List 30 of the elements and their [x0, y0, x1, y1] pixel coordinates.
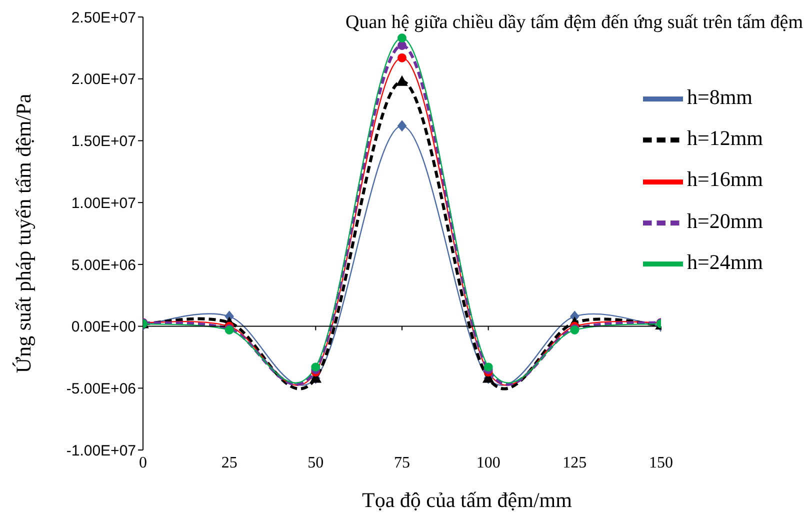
point [311, 362, 320, 372]
y-tick-label: 2.00E+07 [71, 71, 136, 88]
point [396, 76, 408, 86]
x-tick-label: 125 [562, 454, 587, 472]
legend-label: h=16mm [686, 167, 763, 192]
x-tick-label: 75 [394, 454, 410, 472]
y-tick-label: 5.00E+06 [71, 256, 136, 274]
legend-label: h=8mm [686, 85, 752, 109]
x-tick-label: 100 [476, 454, 500, 472]
x-tick-label: 0 [139, 454, 147, 472]
point [484, 362, 493, 372]
y-axis-title: Ứng suất pháp tuyến tấm đệm/Pa [11, 93, 36, 374]
y-tick-label: 2.50E+07 [71, 9, 136, 26]
x-tick-label: 150 [648, 454, 673, 472]
x-tick-label: 50 [308, 454, 324, 472]
point [397, 34, 406, 43]
y-tick-label: -1.00E+07 [66, 442, 136, 460]
y-tick-label: 1.00E+07 [71, 194, 136, 212]
point [397, 120, 406, 132]
legend-label: h=20mm [686, 208, 763, 233]
legend-label: h=24mm [686, 250, 763, 274]
point [397, 53, 406, 62]
y-tick-label: 1.50E+07 [71, 133, 136, 150]
x-axis-title: Tọa độ của tấm đệm/mm [361, 488, 573, 513]
y-tick-label: -5.00E+06 [66, 380, 136, 398]
legend-label: h=12mm [686, 126, 763, 150]
x-tick-label: 25 [221, 454, 238, 472]
y-tick-label: 0.00E+00 [71, 318, 136, 336]
chart-title: Quan hệ giữa chiều dầy tấm đệm đến ứng suất trên tấm đệm [346, 12, 803, 34]
point [397, 40, 406, 50]
